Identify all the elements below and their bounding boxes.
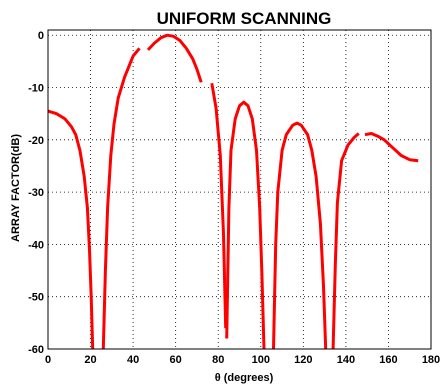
tick-labels: 0 20 40 60 80 100 120 140 160 180 0 -10 -20 -30 -40 -50…: [28, 30, 440, 366]
x-tick-label: 120: [294, 354, 312, 366]
x-axis-label: θ (degrees): [215, 372, 274, 384]
series-segment: [272, 121, 328, 350]
series-segment: [101, 47, 141, 350]
y-axis-label: ARRAY FACTOR(dB): [10, 134, 22, 242]
y-tick-label: 0: [38, 30, 44, 42]
y-tick-label: -50: [28, 292, 44, 304]
x-tick-label: 60: [170, 354, 182, 366]
y-tick-label: -40: [28, 239, 44, 251]
series-segment: [146, 33, 203, 83]
x-tick-label: 100: [252, 354, 270, 366]
series-array-factor: [47, 33, 419, 350]
x-tick-label: 0: [45, 354, 51, 366]
series-segment: [364, 132, 419, 163]
x-tick-label: 20: [84, 354, 96, 366]
series-segment: [210, 83, 228, 329]
series-segment: [331, 132, 360, 350]
series-segment: [47, 109, 95, 350]
x-tick-label: 40: [127, 354, 139, 366]
x-tick-label: 160: [379, 354, 397, 366]
y-tick-label: -10: [28, 83, 44, 95]
x-tick-label: 80: [212, 354, 224, 366]
plot-frame: [47, 29, 432, 350]
x-tick-label: 180: [422, 354, 440, 366]
y-tick-label: -20: [28, 135, 44, 147]
series-segment: [225, 100, 266, 350]
x-tick-label: 140: [337, 354, 355, 366]
chart-title: UNIFORM SCANNING: [157, 9, 332, 28]
y-tick-label: -30: [28, 187, 44, 199]
y-tick-label: -60: [28, 344, 44, 356]
